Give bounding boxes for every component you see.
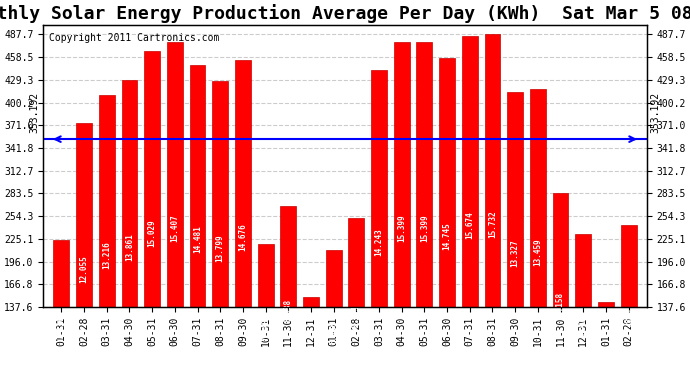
Text: 4.661: 4.661 xyxy=(602,346,611,370)
Text: 15.674: 15.674 xyxy=(465,211,474,239)
Bar xyxy=(575,234,591,375)
Text: 14.243: 14.243 xyxy=(375,228,384,256)
Text: 7.470: 7.470 xyxy=(579,313,588,336)
Text: 14.676: 14.676 xyxy=(239,223,248,251)
Text: 6.826: 6.826 xyxy=(329,320,338,344)
Text: 13.799: 13.799 xyxy=(216,234,225,262)
Bar xyxy=(235,60,251,375)
Text: 14.481: 14.481 xyxy=(193,226,202,254)
Bar xyxy=(484,34,500,375)
Text: 353.192: 353.192 xyxy=(29,92,39,133)
Text: 15.029: 15.029 xyxy=(148,219,157,247)
Text: 353.192: 353.192 xyxy=(651,92,661,133)
Bar xyxy=(190,64,206,375)
Bar xyxy=(99,95,115,375)
Text: 13.459: 13.459 xyxy=(533,238,542,266)
Text: 13.327: 13.327 xyxy=(511,240,520,267)
Text: 15.732: 15.732 xyxy=(488,210,497,238)
Text: 7.825: 7.825 xyxy=(624,308,633,332)
Text: 15.407: 15.407 xyxy=(170,214,179,242)
Text: Copyright 2011 Cartronics.com: Copyright 2011 Cartronics.com xyxy=(49,33,219,43)
Bar xyxy=(326,249,342,375)
Text: 7.043: 7.043 xyxy=(261,318,270,341)
Text: 7.210: 7.210 xyxy=(57,316,66,339)
Bar xyxy=(348,218,364,375)
Bar xyxy=(417,42,433,375)
Bar xyxy=(394,42,410,375)
Text: 13.861: 13.861 xyxy=(125,233,134,261)
Bar xyxy=(121,80,137,375)
Bar xyxy=(167,42,183,375)
Bar xyxy=(280,206,296,375)
Bar xyxy=(76,123,92,375)
Bar xyxy=(53,240,70,375)
Text: 8.133: 8.133 xyxy=(352,304,361,328)
Text: 15.399: 15.399 xyxy=(397,214,406,242)
Text: 8.638: 8.638 xyxy=(284,298,293,322)
Bar xyxy=(213,81,228,375)
Text: 9.158: 9.158 xyxy=(556,292,565,315)
Bar xyxy=(303,297,319,375)
Bar xyxy=(553,193,569,375)
Bar xyxy=(462,36,477,375)
Text: 4.864: 4.864 xyxy=(306,344,315,367)
Bar xyxy=(530,89,546,375)
Bar xyxy=(439,58,455,375)
Text: 12.055: 12.055 xyxy=(79,255,88,283)
Bar xyxy=(144,51,160,375)
Bar xyxy=(620,225,637,375)
Bar xyxy=(257,244,273,375)
Text: 15.399: 15.399 xyxy=(420,214,429,242)
Bar xyxy=(371,70,387,375)
Text: 14.745: 14.745 xyxy=(442,222,451,250)
Bar xyxy=(507,92,523,375)
Title: Monthly Solar Energy Production Average Per Day (KWh)  Sat Mar 5 08:51: Monthly Solar Energy Production Average … xyxy=(0,4,690,23)
Text: 13.216: 13.216 xyxy=(102,241,111,268)
Bar xyxy=(598,302,614,375)
